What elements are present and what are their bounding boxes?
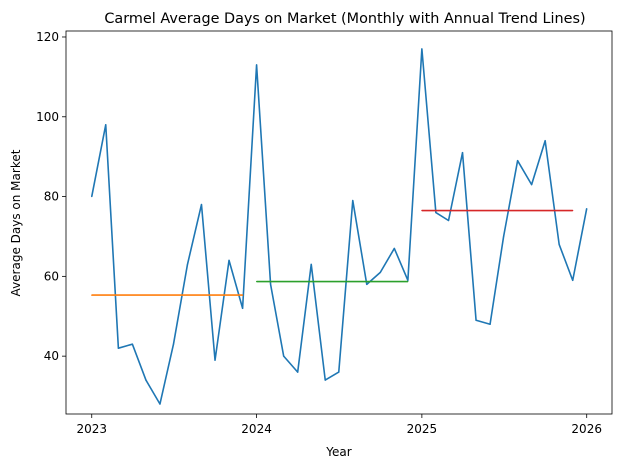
x-axis-label: Year <box>325 445 351 459</box>
monthly-point-2023-01 <box>91 195 93 198</box>
monthly-point-2026-01 <box>586 207 588 210</box>
monthly-point-2025-02 <box>435 211 437 214</box>
monthly-point-2023-07 <box>172 343 175 345</box>
y-tick-label-40: 40 <box>44 349 59 363</box>
monthly-point-2025-03 <box>447 219 450 222</box>
monthly-point-2023-05 <box>145 379 147 381</box>
x-tick-label-2026: 2026 <box>571 422 602 436</box>
monthly-point-2023-03 <box>117 347 119 349</box>
y-tick-label-120: 120 <box>36 30 59 44</box>
monthly-point-2023-04 <box>131 343 133 345</box>
trend-point-2-2024-12 <box>407 280 409 283</box>
y-tick-label-80: 80 <box>44 190 59 204</box>
monthly-point-2025-01 <box>421 48 423 50</box>
monthly-point-2024-02 <box>269 283 272 285</box>
x-tick-label-2023: 2023 <box>76 422 107 436</box>
x-tick-label-2025: 2025 <box>407 422 438 436</box>
trend-point-3-2025-01 <box>421 209 423 212</box>
monthly-point-2023-06 <box>159 403 161 405</box>
monthly-point-2024-05 <box>310 263 312 265</box>
monthly-point-2025-05 <box>475 319 477 321</box>
monthly-point-2024-11 <box>393 247 395 250</box>
monthly-point-2024-12 <box>407 279 409 281</box>
monthly-point-2024-04 <box>297 371 299 373</box>
monthly-point-2024-01 <box>255 64 258 66</box>
trend-point-3-2025-12 <box>572 209 574 212</box>
y-tick-label-100: 100 <box>36 110 59 124</box>
monthly-point-2025-11 <box>558 243 560 246</box>
trend-point-1-2023-01 <box>91 294 93 296</box>
monthly-point-2023-09 <box>200 203 203 206</box>
monthly-point-2024-03 <box>283 355 285 357</box>
chart-title: Carmel Average Days on Market (Monthly w… <box>104 11 585 27</box>
monthly-point-2023-12 <box>241 307 244 309</box>
monthly-point-2025-07 <box>503 235 505 238</box>
monthly-point-2025-04 <box>461 152 464 154</box>
trend-point-1-2023-12 <box>241 294 244 296</box>
monthly-point-2024-10 <box>379 271 381 273</box>
trend-point-2-2024-01 <box>255 280 258 283</box>
y-tick-label-60: 60 <box>44 269 59 283</box>
tick-layer: 2023 2024 2025 2026 40 60 80 100 120 <box>36 30 602 436</box>
monthly-point-2025-10 <box>544 140 546 142</box>
x-tick-label-2024: 2024 <box>241 422 272 436</box>
monthly-point-2025-12 <box>572 279 574 281</box>
monthly-point-2023-08 <box>186 263 189 265</box>
monthly-point-2023-02 <box>105 124 107 126</box>
monthly-point-2025-09 <box>531 184 533 186</box>
monthly-point-2025-06 <box>489 323 491 325</box>
monthly-point-2025-08 <box>517 160 519 162</box>
y-axis-label: Average Days on Market <box>9 149 23 296</box>
monthly-point-2023-10 <box>214 359 216 361</box>
monthly-point-2023-11 <box>228 259 230 261</box>
series-layer <box>90 48 588 405</box>
monthly-point-2024-08 <box>352 199 354 202</box>
monthly-point-2024-07 <box>338 371 340 373</box>
plot-frame <box>65 30 613 415</box>
monthly-point-2024-09 <box>366 283 368 285</box>
monthly-point-2024-06 <box>324 379 326 381</box>
